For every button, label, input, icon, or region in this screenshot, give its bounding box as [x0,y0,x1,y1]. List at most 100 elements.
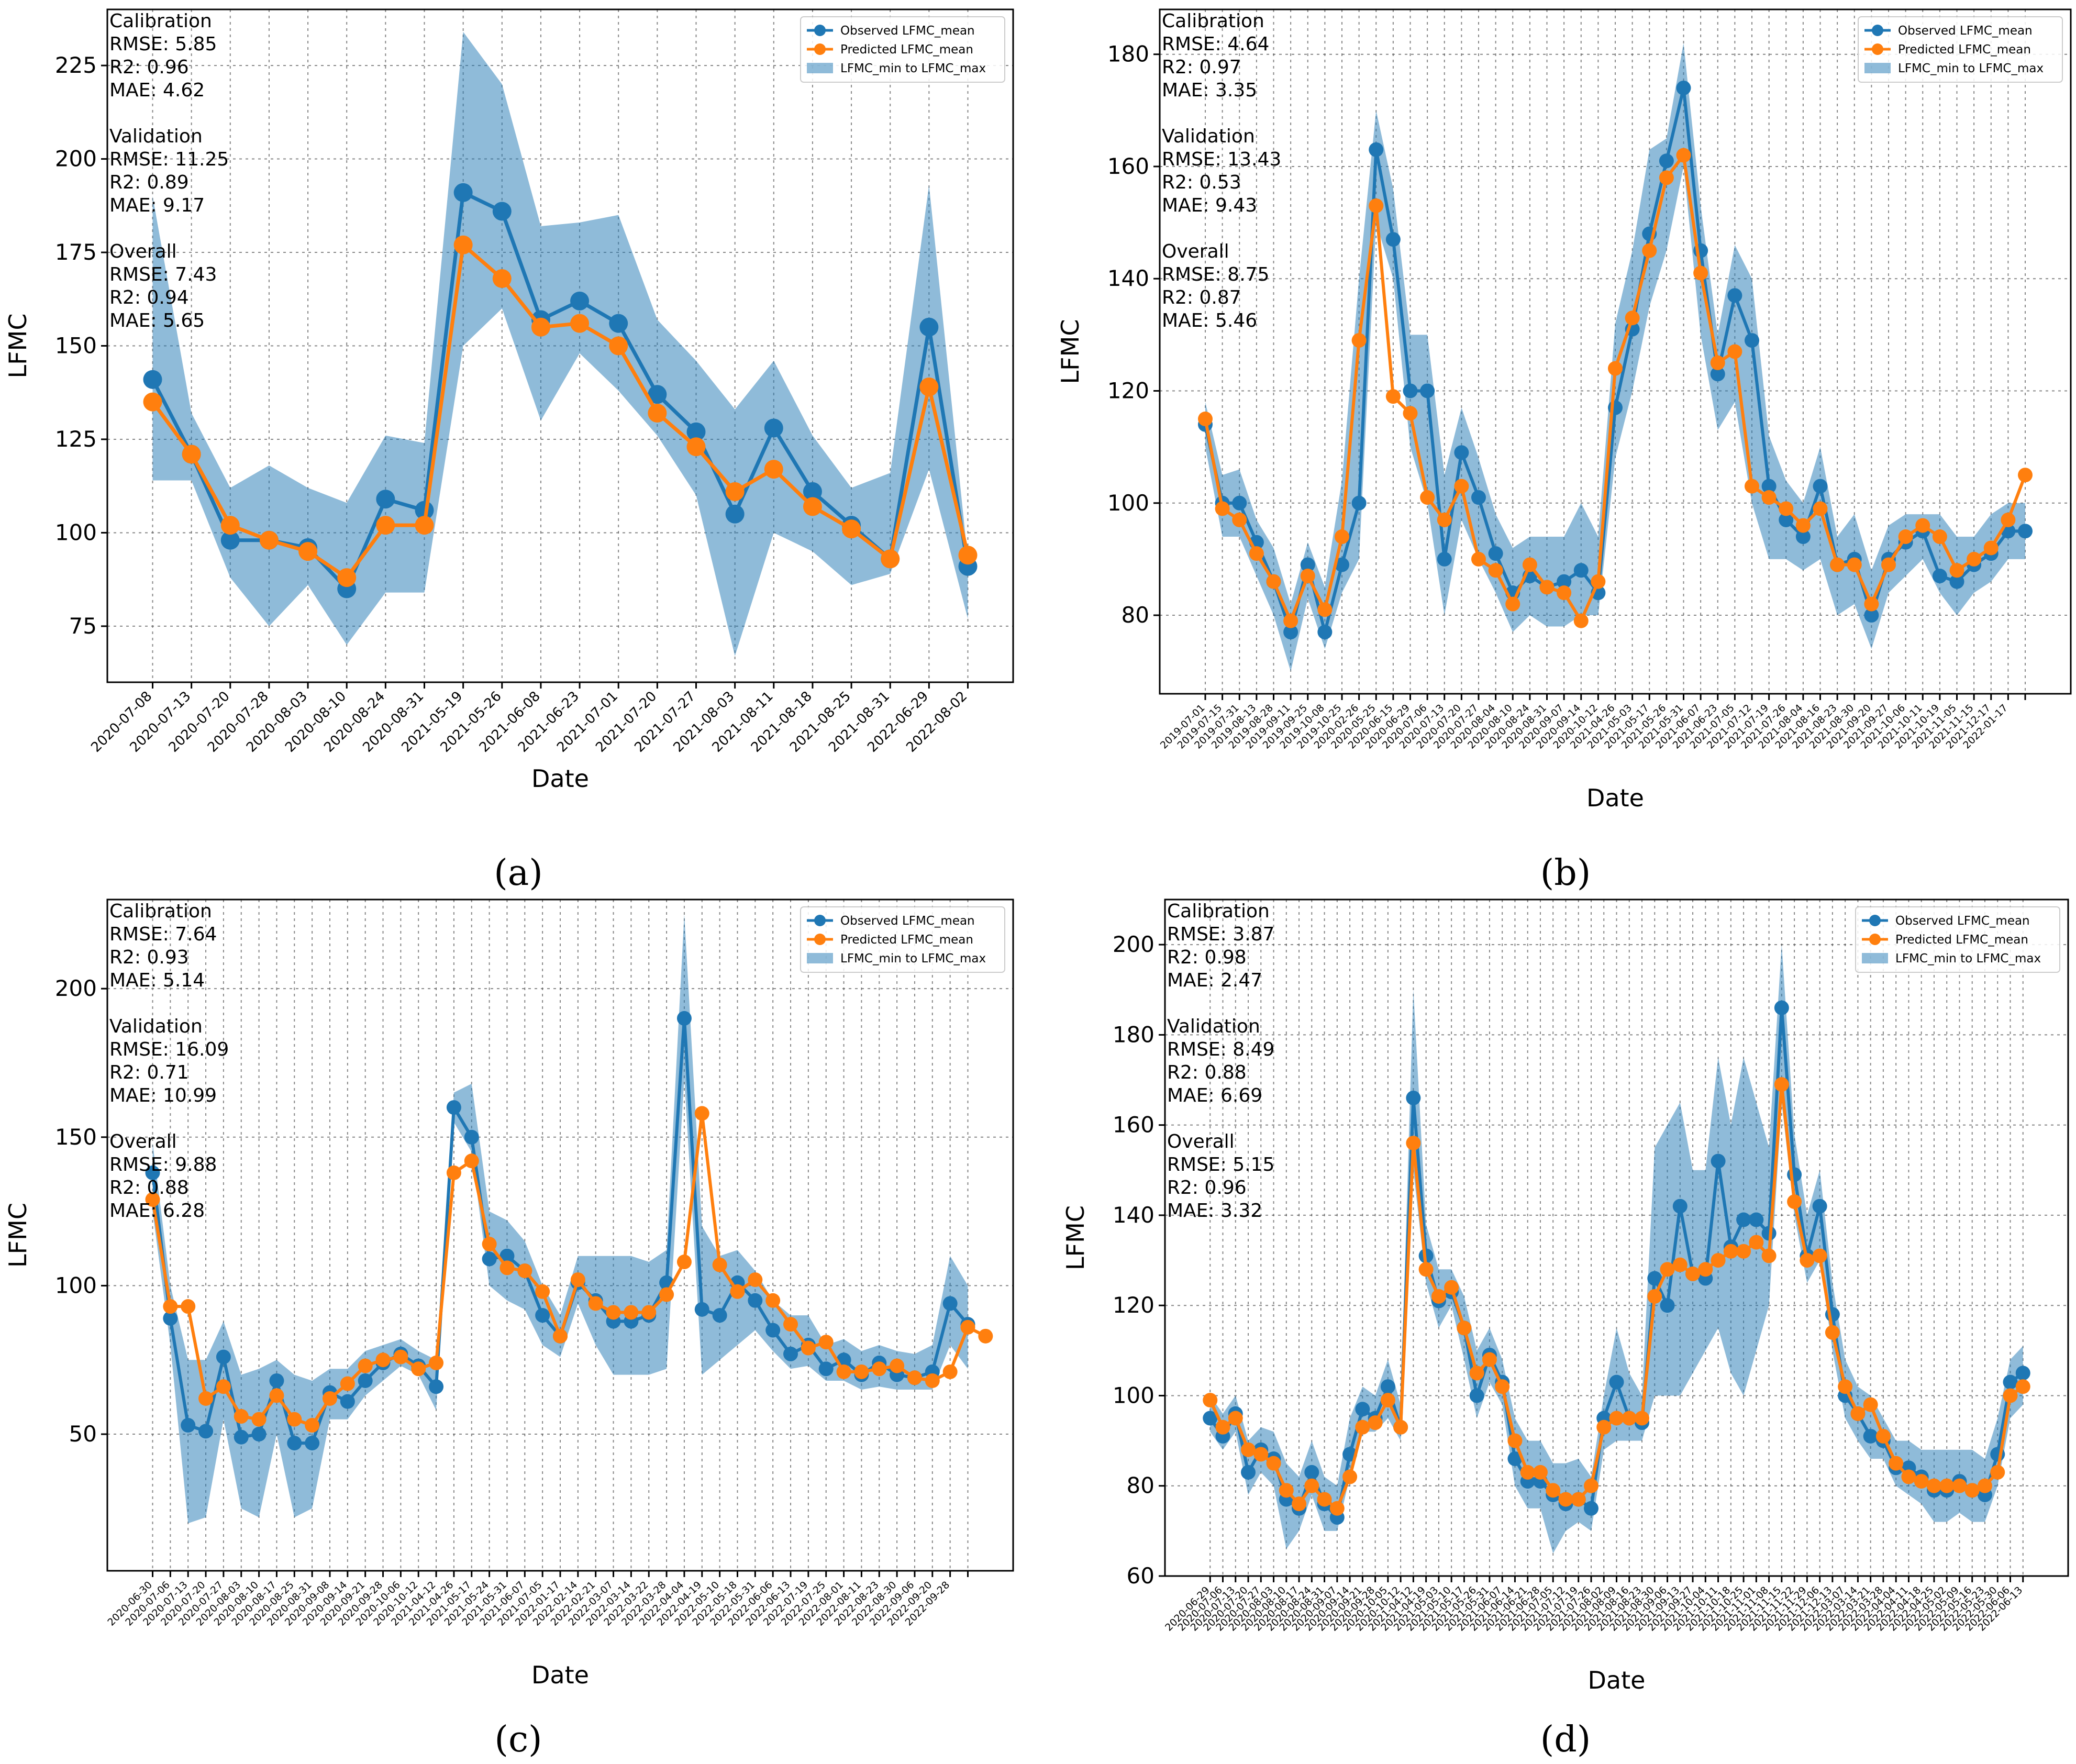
stats-validation-line: Validation [1167,1016,1260,1037]
predicted-point [1952,1478,1967,1493]
observed-point [942,1296,958,1311]
predicted-point [1583,1478,1598,1493]
legend-predicted-label: Predicted LFMC_mean [1895,933,2028,947]
predicted-point [322,1391,337,1406]
y-axis-label: LFMC [4,314,32,379]
predicted-point [1266,1456,1281,1471]
observed-point [1795,529,1811,545]
stats-validation-line: MAE: 10.99 [109,1085,217,1106]
predicted-point [958,546,978,565]
y-tick-label: 50 [69,1421,97,1447]
legend-band-swatch [1864,63,1891,73]
observed-point [1659,153,1674,169]
stats-overall-line: MAE: 5.46 [1162,310,1257,331]
observed-point [1949,574,1964,589]
stats-overall-line: Overall [1167,1131,1235,1152]
observed-point [1787,1167,1802,1182]
predicted-point [234,1409,249,1424]
stats-overall-line: RMSE: 7.43 [109,264,217,285]
predicted-point [1983,540,1999,556]
subfigure-label: (c) [494,1719,542,1760]
y-tick-label: 175 [55,239,97,265]
predicted-point [1596,1419,1612,1435]
predicted-point [1693,265,1708,281]
predicted-point [1431,1289,1446,1304]
predicted-point [1437,512,1452,527]
predicted-point [919,378,939,397]
observed-point [1507,1451,1523,1467]
predicted-point [251,1412,267,1427]
observed-point [1710,367,1725,382]
predicted-point [1850,1406,1866,1421]
predicted-point [1300,569,1315,584]
observed-point [2015,1366,2030,1381]
observed-point [609,314,628,333]
legend-observed-label: Observed LFMC_mean [840,24,975,38]
observed-point [1283,625,1298,640]
subfigure-label: (b) [1540,852,1591,894]
y-tick-label: 75 [69,613,97,639]
y-tick-label: 80 [1122,602,1149,628]
predicted-point [1625,310,1640,326]
stats-validation-line: R2: 0.88 [1167,1062,1247,1083]
legend-observed-label: Observed LFMC_mean [1898,24,2033,38]
predicted-point [648,404,667,423]
stats-calibration-line: R2: 0.98 [1167,947,1247,968]
predicted-point [1283,613,1298,628]
observed-point [1774,1000,1789,1015]
stats-calibration-line: MAE: 5.14 [109,970,205,991]
legend-predicted-marker [814,43,826,55]
y-tick-label: 100 [55,1272,97,1298]
predicted-point [1539,580,1555,595]
observed-point [783,1346,798,1361]
stats-calibration-line: RMSE: 5.85 [109,34,217,55]
predicted-point [453,235,473,254]
predicted-point [259,530,279,550]
predicted-point [2018,468,2033,483]
y-tick-label: 150 [55,333,97,359]
stats-calibration-line: R2: 0.96 [109,57,189,78]
predicted-point [978,1328,993,1344]
predicted-point [1488,563,1503,578]
stats-validation-line: MAE: 9.43 [1162,195,1257,216]
observed-point [181,1418,196,1433]
predicted-point [1915,518,1930,533]
predicted-point [1749,1235,1764,1250]
predicted-point [730,1284,745,1299]
predicted-point [181,1299,196,1314]
predicted-point [606,1305,621,1320]
observed-point [1672,1199,1688,1214]
observed-point [1469,1388,1484,1403]
stats-overall-line: R2: 0.96 [1167,1177,1247,1199]
predicted-point [1864,596,1879,612]
observed-point [1300,557,1315,572]
predicted-point [1495,1379,1510,1394]
predicted-point [1198,412,1213,427]
observed-point [1864,608,1879,623]
predicted-point [836,1364,851,1379]
predicted-line [151,243,970,580]
observed-point [1406,1090,1421,1105]
predicted-point [1406,1136,1421,1151]
predicted-point [1266,574,1281,589]
legend-band-label: LFMC_min to LFMC_max [840,62,986,75]
observed-point [446,1100,461,1115]
stats-overall-line: R2: 0.87 [1162,287,1241,308]
observed-point [803,482,822,501]
observed-point [1203,1411,1218,1426]
stats-validation-line: RMSE: 11.25 [109,149,229,170]
observed-point [1241,1465,1256,1480]
observed-point [1488,546,1503,561]
legend-band-label: LFMC_min to LFMC_max [1895,952,2041,966]
predicted-point [1591,574,1606,589]
predicted-point [1761,1248,1777,1263]
predicted-point [1727,344,1742,359]
predicted-point [1710,355,1725,370]
legend-band-swatch [1862,953,1888,963]
predicted-point [1329,1501,1345,1516]
predicted-point [1342,1469,1358,1484]
y-tick-label: 200 [55,975,97,1001]
